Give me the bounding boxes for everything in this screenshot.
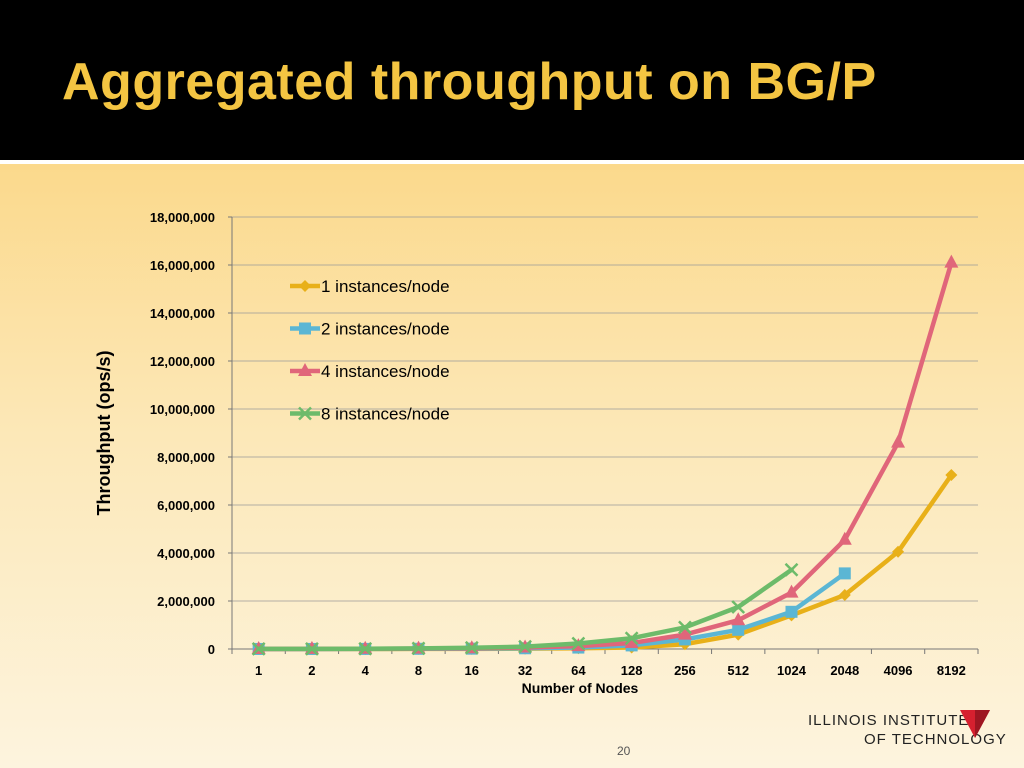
y-tick-label: 14,000,000 xyxy=(150,306,215,321)
data-point-series-4 xyxy=(731,600,746,614)
legend-marker xyxy=(299,280,311,292)
data-point-series-1 xyxy=(838,589,851,601)
data-point-series-2 xyxy=(732,623,745,636)
legend-label: 2 instances/node xyxy=(321,320,450,339)
x-tick-label: 1 xyxy=(255,663,262,678)
x-tick-label: 512 xyxy=(727,663,749,678)
data-point-series-2 xyxy=(785,605,798,618)
x-tick-label: 128 xyxy=(621,663,643,678)
data-point-series-3 xyxy=(731,612,746,626)
data-point-series-3 xyxy=(624,635,639,648)
data-point-series-4 xyxy=(411,641,426,656)
data-point-series-3 xyxy=(784,584,799,598)
y-tick-label: 4,000,000 xyxy=(157,546,215,561)
y-tick-label: 12,000,000 xyxy=(150,354,215,369)
data-point-series-4 xyxy=(518,639,532,654)
x-tick-label: 64 xyxy=(571,663,586,678)
institution-logo: ILLINOIS INSTITUTE OF TECHNOLOGY xyxy=(808,708,1008,754)
legend-marker xyxy=(298,406,312,421)
data-point-series-3 xyxy=(677,626,692,640)
data-point-series-3 xyxy=(837,531,852,545)
x-tick-label: 4096 xyxy=(884,663,913,678)
data-point-series-2 xyxy=(838,567,851,580)
x-tick-label: 8192 xyxy=(937,663,966,678)
data-point-series-4 xyxy=(305,641,319,656)
x-tick-label: 1024 xyxy=(777,663,807,678)
legend-label: 1 instances/node xyxy=(321,277,450,296)
y-tick-label: 0 xyxy=(208,642,215,657)
y-tick-label: 6,000,000 xyxy=(157,498,215,513)
logo-mark-icon xyxy=(960,710,990,738)
series-line-4 xyxy=(256,567,794,652)
y-tick-label: 16,000,000 xyxy=(150,258,215,273)
legend-label: 8 instances/node xyxy=(321,405,450,424)
data-point-series-4 xyxy=(624,631,639,646)
legend-marker xyxy=(298,363,312,376)
y-tick-label: 10,000,000 xyxy=(150,402,215,417)
slide-header xyxy=(0,0,1024,160)
x-tick-label: 32 xyxy=(518,663,532,678)
data-point-series-3 xyxy=(944,254,959,268)
x-tick-label: 2 xyxy=(308,663,315,678)
data-point-series-1 xyxy=(892,545,905,558)
x-tick-label: 256 xyxy=(674,663,696,678)
data-point-series-3 xyxy=(891,434,906,448)
slide-title: Aggregated throughput on BG/P xyxy=(62,53,877,111)
x-tick-label: 8 xyxy=(415,663,422,678)
data-point-series-4 xyxy=(251,642,266,656)
data-point-series-4 xyxy=(571,636,586,651)
data-point-series-1 xyxy=(945,469,958,481)
logo-text-line1: ILLINOIS INSTITUTE xyxy=(808,712,970,729)
data-point-series-4 xyxy=(784,562,799,577)
y-tick-label: 8,000,000 xyxy=(157,450,215,465)
data-point-series-4 xyxy=(464,640,479,655)
header-divider xyxy=(0,160,1024,164)
legend-marker xyxy=(299,322,311,335)
x-tick-label: 4 xyxy=(362,663,370,678)
logo-text-line2: OF TECHNOLOGY xyxy=(864,731,1007,748)
page-number: 20 xyxy=(617,744,631,758)
data-point-series-4 xyxy=(678,620,692,635)
x-axis-title: Number of Nodes xyxy=(522,680,639,696)
data-point-series-4 xyxy=(358,641,373,656)
y-tick-label: 2,000,000 xyxy=(157,594,215,609)
y-axis-title: Throughput (ops/s) xyxy=(94,351,114,516)
legend-label: 4 instances/node xyxy=(321,362,450,381)
y-tick-label: 18,000,000 xyxy=(150,210,215,225)
x-tick-label: 16 xyxy=(465,663,479,678)
x-tick-label: 2048 xyxy=(830,663,859,678)
series-line-1 xyxy=(256,472,954,652)
